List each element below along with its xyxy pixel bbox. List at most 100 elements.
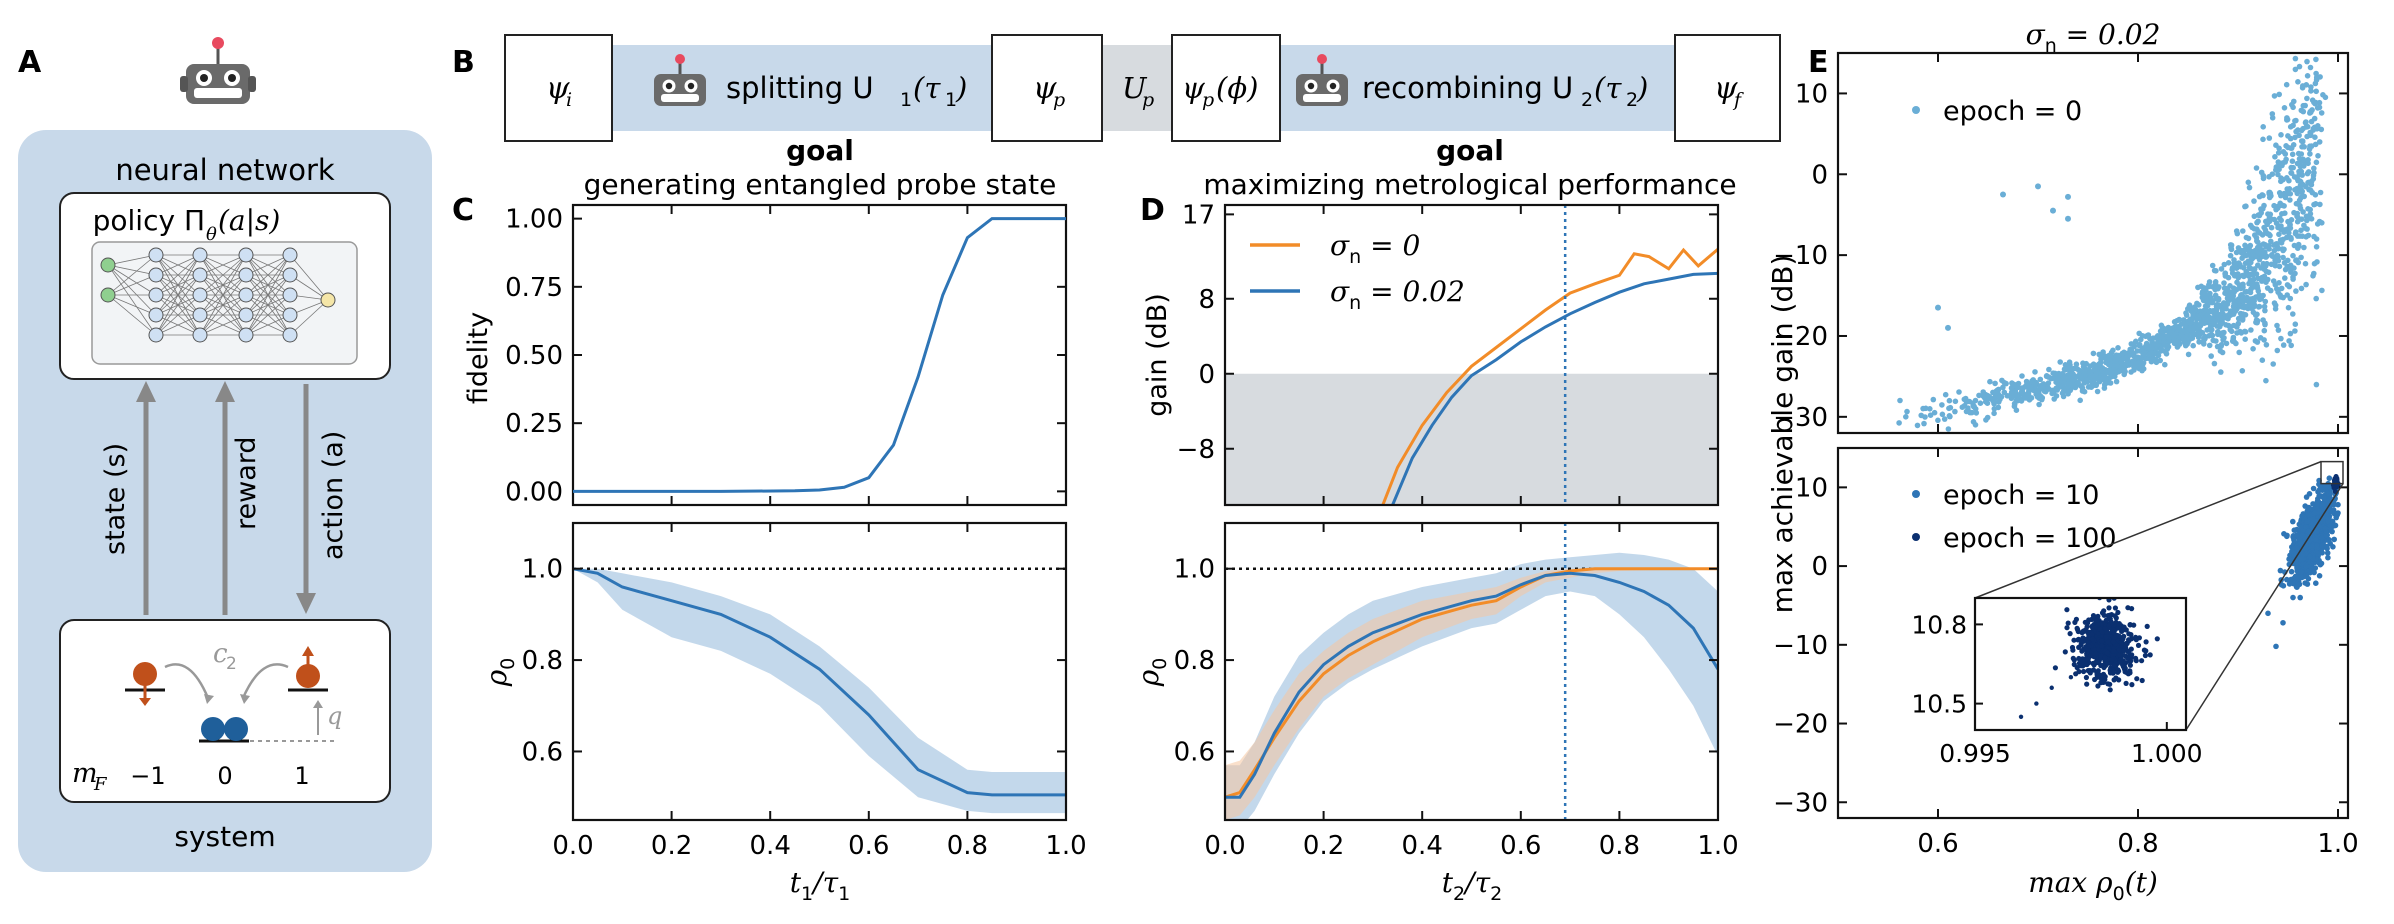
e-top-point xyxy=(2295,79,2301,85)
e-inset-point xyxy=(2065,620,2071,626)
e-bottom-point-epoch10 xyxy=(2313,528,2320,535)
d-bottom-ytick-label: 0.8 xyxy=(1174,646,1215,676)
e-top-point xyxy=(2187,320,2193,326)
e-top-point xyxy=(2303,281,2309,288)
e-bottom-point-epoch100 xyxy=(2332,478,2338,484)
psi-p: ψ xyxy=(1033,71,1057,106)
e-top-point xyxy=(2274,347,2281,354)
e-top-point xyxy=(2299,233,2306,239)
e-top-point xyxy=(2199,290,2206,297)
c-bottom-xtick-label: 0.6 xyxy=(848,831,889,861)
e-top-point xyxy=(1986,395,1992,402)
e-top-point xyxy=(2023,382,2030,388)
e-inset-point xyxy=(2133,637,2139,643)
e-inset-point xyxy=(2070,655,2076,662)
e-top-point xyxy=(2066,371,2073,377)
e-top-point xyxy=(2280,254,2286,261)
e-inset-point xyxy=(2089,636,2095,642)
e-top-point xyxy=(2243,234,2250,241)
e-inset-point xyxy=(2064,607,2070,613)
psi-phi-arg: (ϕ) xyxy=(1216,71,1258,105)
e-inset-point xyxy=(2086,643,2092,649)
psi-phi-sub: p xyxy=(1202,89,1214,111)
nn-node xyxy=(282,327,298,343)
e-bottom-point-epoch10 xyxy=(2286,581,2293,587)
e-top-point xyxy=(2103,379,2109,386)
e-top-point xyxy=(2185,351,2192,358)
e-top-point xyxy=(2311,169,2317,176)
d-bottom-xtick-label: 1.0 xyxy=(1697,831,1738,861)
e-top-point xyxy=(2297,163,2304,170)
e-top-outlier xyxy=(1935,304,1941,311)
e-top-point xyxy=(2295,245,2301,251)
e-bottom-point-epoch10 xyxy=(2284,533,2290,540)
e-top-point xyxy=(2297,178,2304,185)
e-top-point xyxy=(2219,349,2226,356)
e-inset-point xyxy=(2078,638,2084,644)
e-top-point xyxy=(2269,115,2276,121)
e-top-point xyxy=(2272,154,2278,160)
e-top-point xyxy=(2201,341,2207,347)
e-bottom-point-epoch10 xyxy=(2319,542,2326,549)
e-inset-point xyxy=(2129,682,2135,688)
e-top-point xyxy=(2244,260,2250,266)
e-top-point xyxy=(1946,397,1953,404)
nn-node xyxy=(148,247,164,263)
e-top-frame xyxy=(1836,51,2350,435)
e-inset-point xyxy=(2110,639,2117,645)
e-top-point xyxy=(2202,306,2209,313)
e-top-point xyxy=(2272,302,2279,309)
psi-f: ψ xyxy=(1714,71,1738,106)
e-inset-point xyxy=(2092,650,2098,657)
nn-node xyxy=(238,327,254,343)
e-top-point xyxy=(2061,375,2068,382)
e-top-point xyxy=(1897,397,1903,404)
e-top-point xyxy=(2281,105,2288,111)
e-top-point xyxy=(2031,381,2038,388)
gain-line-sigma0 xyxy=(1381,247,1718,505)
e-top-point xyxy=(2256,303,2263,310)
e-top-point xyxy=(2243,252,2250,258)
e-top-point xyxy=(1942,391,1949,398)
e-top-point xyxy=(2270,361,2276,367)
e-top-point xyxy=(2218,266,2225,272)
e-top-point xyxy=(2186,302,2193,309)
e-top-point xyxy=(2233,228,2240,234)
d-bottom-xtick-label: 0.0 xyxy=(1204,831,1245,861)
e-inset-point xyxy=(2099,629,2105,635)
psi-p-sub: p xyxy=(1053,89,1065,111)
e-top-point xyxy=(2312,192,2319,198)
e-top-point xyxy=(2299,144,2305,150)
e-top-point xyxy=(2150,351,2157,357)
e-top-point xyxy=(2234,324,2240,330)
e-top-point xyxy=(2190,331,2197,338)
atom-spin-up xyxy=(296,664,320,688)
e-top-point xyxy=(2136,330,2142,337)
e-top-point xyxy=(2210,316,2216,322)
e-bottom-point-epoch10 xyxy=(2310,501,2316,507)
nn-node xyxy=(148,307,164,323)
e-inset-point xyxy=(2142,652,2148,659)
e-top-point xyxy=(2012,391,2019,397)
psi-i: ψ xyxy=(546,71,570,106)
d-top-ytick-label: 0 xyxy=(1198,360,1215,390)
e-top-point xyxy=(1982,391,1989,398)
e-bottom-points xyxy=(2265,474,2341,650)
e-inset-point xyxy=(2125,655,2131,661)
psi-phi-box xyxy=(1171,34,1281,142)
e-top-point xyxy=(2273,241,2279,247)
e-top-point xyxy=(2080,360,2086,367)
e-top-point xyxy=(2278,285,2285,292)
e-top-point xyxy=(2263,263,2269,269)
e-top-point xyxy=(2218,369,2224,375)
e-inset-point xyxy=(2090,613,2097,619)
e-top-point xyxy=(2253,319,2259,326)
e-top-point xyxy=(2298,254,2304,261)
reward-arrow-head xyxy=(215,381,235,402)
e-top-point xyxy=(2212,281,2219,287)
e-top-point xyxy=(2225,274,2232,281)
d-top-ytick-label: 17 xyxy=(1182,200,1215,230)
e-top-point xyxy=(2051,396,2057,402)
e-top-point xyxy=(2011,400,2018,407)
e-top-point xyxy=(2309,2,2315,8)
